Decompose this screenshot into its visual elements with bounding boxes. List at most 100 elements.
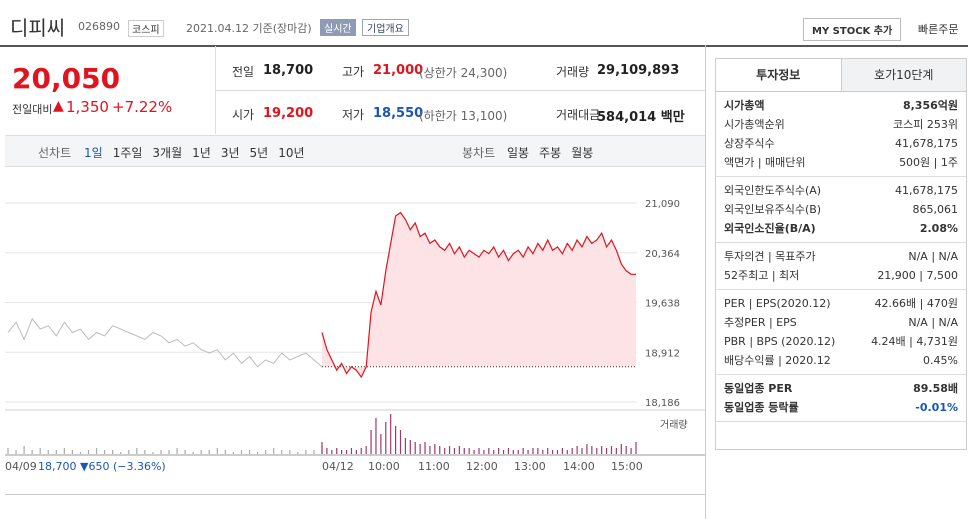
volume-bar [478,448,480,454]
info-label: 배당수익률 | 2020.12 [724,354,831,367]
volume-bar [365,446,367,454]
volume-bar [522,448,524,454]
volume-bar [414,442,416,454]
volume-bar [424,442,426,454]
candle-tabs: 일봉 주봉 월봉 [507,144,603,161]
volume-bar [419,444,421,454]
volume-bar [232,452,235,454]
volume-bar [429,446,431,454]
x-tick-label: 15:00 [611,460,643,473]
info-row: 추정PER | EPS N/A | N/A [724,313,958,332]
x-tick-label: 11:00 [418,460,450,473]
volume-bar [224,450,226,454]
side-panel: 투자정보 호가10단계 시가총액 8,356억원 시가총액순위 코스피 253위 상장주… [715,58,967,450]
info-label: 상장주식수 [724,137,775,150]
tab[interactable]: 주봉 [539,146,562,160]
x-tick-label: 14:00 [563,460,595,473]
tab[interactable]: 호가10단계 [840,59,966,91]
mystock-button[interactable]: MY STOCK 추가 [803,18,902,41]
info-row: 외국인소진율(B/A) 2.08% [724,219,958,238]
volume-bar [498,448,500,454]
volume-bar [39,448,41,454]
volume-bar [493,450,495,454]
summary-value: 19,200 [263,106,314,121]
volume-bar [532,448,534,454]
info-row: 상장주식수 41,678,175 [724,134,958,153]
info-row: 배당수익률 | 2020.12 0.45% [724,351,958,370]
volume-bar [15,450,17,454]
today-area [322,212,636,378]
tab[interactable]: 5년 [249,146,269,160]
tab[interactable]: 투자정보 [756,68,801,82]
prev-summary: 18,700 ▼650 (−3.36%) [38,460,166,473]
info-label: 추정PER | EPS [724,316,797,329]
volume-bar [273,448,275,454]
tab[interactable]: 10년 [278,146,305,160]
quick-order[interactable]: 빠른주문 [918,23,959,36]
code: 026890 [78,20,120,33]
previous-day-line [7,317,323,368]
info-row: 시가총액순위 코스피 253위 [724,115,958,134]
volume-bar [488,448,490,454]
info-row: 동일업종 PER 89.58배 [724,379,958,398]
summary-label: 거래대금 [556,108,601,122]
volume-bar [216,448,218,454]
tab[interactable]: 1주일 [112,146,143,160]
volume-bar [350,448,353,454]
volume-bar [63,448,65,454]
info-label: 시가총액 [724,99,765,112]
volume-bar [385,422,387,454]
volume-bar [370,430,372,454]
volume-bar [630,448,632,454]
info-value: 42.66배 | 470원 [874,297,958,310]
volume-bar [625,446,627,454]
summary-value: 18,550 [373,106,424,121]
info-label: PBR | BPS (2020.12) [724,335,836,348]
volume-bar [566,450,568,454]
company-info[interactable]: 기업개요 [362,19,409,36]
tab[interactable]: 3년 [220,146,240,160]
volume-bar [507,448,510,454]
volume-bar [620,444,622,454]
info-row: 동일업종 등락률 -0.01% [724,398,958,417]
x-tick-label: 13:00 [514,460,546,473]
volume-bar [360,448,362,454]
x-tick-label: 04/12 [322,460,354,473]
volume-bar [7,448,9,454]
info-value: 4.24배 | 4,731원 [871,335,958,348]
volume-bar [473,450,475,454]
change: 1,350 [66,98,109,116]
summary-value: 21,000 [373,63,424,78]
volume-bar [71,450,74,454]
realtime[interactable]: 실시간 [320,19,356,36]
volume-bar [581,448,583,454]
volume-bar [458,446,460,454]
volume-bar [527,450,529,454]
volume-label: 거래량 [660,419,688,431]
chart: 21,090 20,364 19,638 18,912 18,186 거래량 04/09 04… [5,199,705,495]
volume-bar [394,426,397,454]
summary-label: 시가 [232,108,255,122]
tab[interactable]: 3개월 [152,146,183,160]
info-value: N/A | N/A [908,316,958,329]
volume-bar [409,440,411,454]
summary-label: 전일 [232,65,255,79]
summary-note: (상한가 24,300) [419,66,508,80]
tab[interactable]: 일봉 [507,146,530,160]
tab[interactable]: 1년 [192,146,211,160]
volume-bar [586,444,588,454]
tab[interactable]: 월봉 [571,146,594,160]
volume-bar [399,430,402,454]
info-row: 외국인보유주식수(B) 865,061 [724,200,958,219]
info-value: 0.45% [923,354,958,367]
info-label: 동일업종 PER [724,382,793,395]
volume-bar [55,450,57,454]
summary-label: 고가 [342,65,365,79]
current-price: 20,050 [12,62,121,95]
tab-active[interactable]: 1일 [84,146,103,160]
date: 2021.04.12 기준(장마감) [186,22,312,35]
volume-bar [128,450,130,454]
candle-tabs-label: 봉차트 [462,146,496,160]
info-row: 액면가 | 매매단위 500원 | 1주 [724,153,958,172]
volume-bar [31,450,33,454]
